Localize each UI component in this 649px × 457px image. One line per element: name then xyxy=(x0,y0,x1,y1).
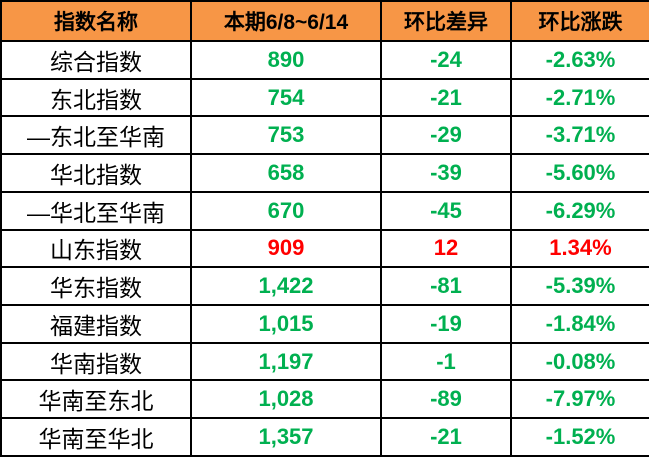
table-row: —华北至华南 670 -45 -6.29% xyxy=(0,190,649,231)
table-row: 华南至东北 1,028 -89 -7.97% xyxy=(0,379,649,420)
cell-diff-value: -21 xyxy=(380,77,512,118)
cell-change-percent: -0.08% xyxy=(510,341,649,382)
table-row: 福建指数 1,015 -19 -1.84% xyxy=(0,304,649,344)
cell-current-value: 754 xyxy=(190,77,382,118)
table-row: 山东指数 909 12 1.34% xyxy=(0,228,649,269)
cell-diff-value: -1 xyxy=(380,341,512,382)
header-cell-change: 环比涨跌 xyxy=(510,0,649,42)
table-row: 华北指数 658 -39 -5.60% xyxy=(0,153,649,193)
cell-change-percent: -5.60% xyxy=(510,153,649,193)
cell-index-name: 综合指数 xyxy=(0,40,192,80)
cell-current-value: 890 xyxy=(190,40,382,80)
table-row: —东北至华南 753 -29 -3.71% xyxy=(0,115,649,156)
cell-change-percent: -2.63% xyxy=(510,40,649,80)
cell-index-name: 福建指数 xyxy=(0,304,192,344)
cell-diff-value: -89 xyxy=(380,379,512,420)
cell-diff-value: -19 xyxy=(380,304,512,344)
cell-current-value: 1,422 xyxy=(190,266,382,307)
cell-change-percent: -6.29% xyxy=(510,190,649,231)
cell-diff-value: -24 xyxy=(380,40,512,80)
cell-change-percent: -1.84% xyxy=(510,304,649,344)
cell-diff-value: -45 xyxy=(380,190,512,231)
cell-index-name: —华北至华南 xyxy=(0,190,192,231)
cell-change-percent: -7.97% xyxy=(510,379,649,420)
cell-change-percent: -5.39% xyxy=(510,266,649,307)
header-cell-current-period: 本期6/8~6/14 xyxy=(190,0,382,42)
cell-current-value: 658 xyxy=(190,153,382,193)
cell-index-name: 华南指数 xyxy=(0,341,192,382)
cell-current-value: 1,028 xyxy=(190,379,382,420)
cell-change-percent: -2.71% xyxy=(510,77,649,118)
table-row: 华南指数 1,197 -1 -0.08% xyxy=(0,341,649,382)
cell-index-name: 华南至华北 xyxy=(0,417,192,457)
cell-current-value: 753 xyxy=(190,115,382,156)
cell-diff-value: -81 xyxy=(380,266,512,307)
table-row: 华东指数 1,422 -81 -5.39% xyxy=(0,266,649,307)
cell-diff-value: -39 xyxy=(380,153,512,193)
table-row: 东北指数 754 -21 -2.71% xyxy=(0,77,649,118)
cell-index-name: 华东指数 xyxy=(0,266,192,307)
cell-index-name: 华北指数 xyxy=(0,153,192,193)
cell-current-value: 1,197 xyxy=(190,341,382,382)
cell-current-value: 1,357 xyxy=(190,417,382,457)
cell-change-percent: -1.52% xyxy=(510,417,649,457)
cell-current-value: 909 xyxy=(190,228,382,269)
cell-diff-value: -21 xyxy=(380,417,512,457)
cell-index-name: —东北至华南 xyxy=(0,115,192,156)
cell-diff-value: -29 xyxy=(380,115,512,156)
table-body: 综合指数 890 -24 -2.63% 东北指数 754 -21 -2.71% —东北至华南 75… xyxy=(0,40,649,457)
cell-index-name: 东北指数 xyxy=(0,77,192,118)
table-row: 华南至华北 1,357 -21 -1.52% xyxy=(0,417,649,457)
cell-diff-value: 12 xyxy=(380,228,512,269)
cell-index-name: 山东指数 xyxy=(0,228,192,269)
table-header-row: 指数名称 本期6/8~6/14 环比差异 环比涨跌 xyxy=(0,0,649,42)
cell-current-value: 670 xyxy=(190,190,382,231)
cell-change-percent: 1.34% xyxy=(510,228,649,269)
table-row: 综合指数 890 -24 -2.63% xyxy=(0,40,649,80)
cell-change-percent: -3.71% xyxy=(510,115,649,156)
header-cell-index-name: 指数名称 xyxy=(0,0,192,42)
header-cell-diff: 环比差异 xyxy=(380,0,512,42)
cell-index-name: 华南至东北 xyxy=(0,379,192,420)
cell-current-value: 1,015 xyxy=(190,304,382,344)
